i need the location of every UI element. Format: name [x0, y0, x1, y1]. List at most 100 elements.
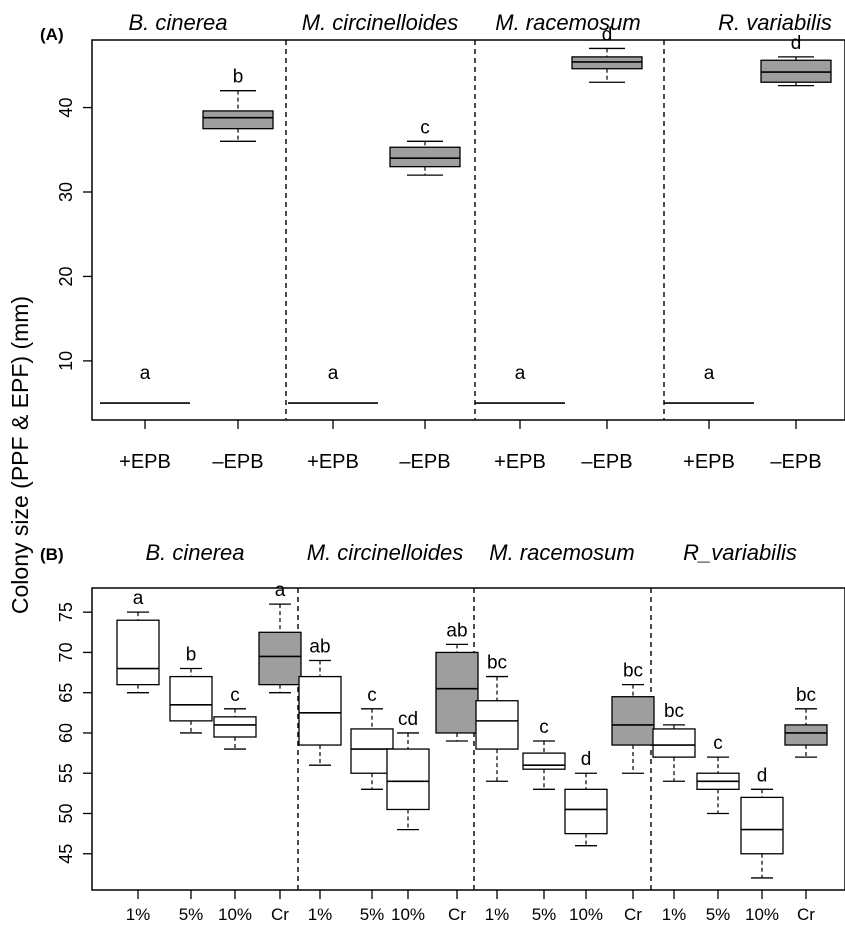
iqr-box — [258, 631, 302, 686]
box-a-m-racemosum-epb: a — [475, 363, 565, 404]
iqr-box — [116, 619, 160, 686]
significance-letter: ab — [446, 620, 467, 641]
iqr-box — [611, 696, 655, 746]
significance-letter: cd — [398, 709, 418, 730]
plot-frame-b — [91, 587, 845, 891]
panel-label-b: (B) — [40, 545, 64, 564]
panel-a: (A) 10 20 30 40 B. cinerea M. circinelloides M.… — [40, 10, 845, 473]
panel-b: (B) 45 50 55 60 65 70 75 B. cinerea M. circinello… — [40, 540, 845, 924]
box-b-b-cinerea-cr: a — [258, 580, 302, 694]
iqr-box — [169, 675, 213, 722]
significance-letter: d — [757, 765, 768, 786]
box-b-m-circinelloides-10: cd — [386, 709, 430, 831]
x-tick-label-b-1-2: 10% — [391, 905, 425, 924]
y-tick-label-b-55: 55 — [56, 763, 76, 783]
box-b-r-variabilis-5: c — [696, 733, 740, 815]
iqr-box — [784, 724, 828, 746]
iqr-box — [435, 651, 479, 734]
plot-frame-a — [91, 39, 845, 421]
group-title-a-m-circinelloides: M. circinelloides — [302, 10, 459, 35]
box-b-m-circinelloides-5: c — [350, 685, 394, 790]
box-a-b-cinerea-epb: b — [202, 67, 274, 142]
significance-letter: b — [233, 67, 244, 88]
x-tick-label-b-2-2: 10% — [569, 905, 603, 924]
group-title-a-r-variabilis: R. variabilis — [718, 10, 832, 35]
x-tick-label-b-3-3: Cr — [797, 905, 815, 924]
box-b-m-racemosum-1: bc — [475, 653, 519, 782]
panel-label-a: (A) — [40, 25, 64, 44]
x-tick-label-b-2-3: Cr — [624, 905, 642, 924]
iqr-box — [571, 56, 643, 70]
x-tick-label-a-0-1: –EPB — [212, 451, 263, 473]
significance-letter: bc — [623, 661, 643, 682]
significance-letter: c — [713, 733, 723, 754]
box-b-b-cinerea-10: c — [213, 685, 257, 750]
iqr-box — [564, 788, 608, 835]
x-tick-label-a-1-0: +EPB — [307, 451, 359, 473]
x-tick-label-a-2-1: –EPB — [581, 451, 632, 473]
box-a-r-variabilis-epb: d — [760, 33, 832, 87]
box-b-m-circinelloides-1: ab — [298, 636, 342, 766]
x-tick-label-b-0-0: 1% — [126, 905, 151, 924]
significance-letter: d — [602, 24, 613, 45]
x-tick-label-b-3-1: 5% — [706, 905, 731, 924]
box-b-r-variabilis-cr: bc — [784, 685, 828, 758]
x-tick-label-b-2-0: 1% — [485, 905, 510, 924]
significance-letter: bc — [487, 653, 507, 674]
significance-letter: c — [539, 717, 549, 738]
significance-letter: d — [581, 749, 592, 770]
x-tick-label-a-2-0: +EPB — [494, 451, 546, 473]
y-tick-label-a-20: 20 — [56, 266, 76, 286]
group-title-b-b-cinerea: B. cinerea — [145, 540, 244, 565]
group-title-a-m-racemosum: M. racemosum — [495, 10, 640, 35]
box-b-m-racemosum-5: c — [522, 717, 566, 790]
iqr-box — [202, 110, 274, 130]
x-tick-label-b-2-1: 5% — [532, 905, 557, 924]
box-b-m-racemosum-10: d — [564, 749, 608, 847]
x-tick-label-a-3-0: +EPB — [683, 451, 735, 473]
x-tick-label-a-1-1: –EPB — [399, 451, 450, 473]
box-a-m-circinelloides-epb: a — [288, 363, 378, 404]
box-a-m-circinelloides-epb: c — [389, 117, 461, 176]
group-title-b-m-racemosum: M. racemosum — [489, 540, 634, 565]
iqr-box — [386, 748, 430, 811]
box-a-m-racemosum-epb: d — [571, 24, 643, 83]
significance-letter: a — [140, 363, 151, 384]
box-a-r-variabilis-epb: a — [664, 363, 754, 404]
x-tick-label-a-0-0: +EPB — [119, 451, 171, 473]
x-tick-label-b-3-0: 1% — [662, 905, 687, 924]
significance-letter: a — [275, 580, 286, 601]
iqr-box — [350, 728, 394, 774]
x-tick-label-b-0-2: 10% — [218, 905, 252, 924]
y-tick-label-b-70: 70 — [56, 642, 76, 662]
iqr-box — [389, 146, 461, 168]
y-tick-label-b-50: 50 — [56, 803, 76, 823]
significance-letter: a — [133, 588, 144, 609]
y-tick-label-b-45: 45 — [56, 844, 76, 864]
y-tick-label-b-60: 60 — [56, 723, 76, 743]
group-title-b-m-circinelloides: M. circinelloides — [307, 540, 464, 565]
y-tick-label-b-75: 75 — [56, 602, 76, 622]
significance-letter: c — [420, 117, 430, 138]
y-axis-label: Colony size (PPF & EPF) (mm) — [7, 296, 33, 614]
x-tick-label-b-1-3: Cr — [448, 905, 466, 924]
significance-letter: bc — [796, 685, 816, 706]
significance-letter: c — [230, 685, 240, 706]
iqr-box — [740, 796, 784, 855]
x-tick-label-b-1-1: 5% — [360, 905, 385, 924]
iqr-box — [213, 716, 257, 738]
y-tick-label-b-65: 65 — [56, 683, 76, 703]
significance-letter: b — [186, 645, 197, 666]
iqr-box — [298, 675, 342, 746]
box-b-b-cinerea-5: b — [169, 645, 213, 734]
iqr-box — [522, 752, 566, 770]
iqr-box — [652, 728, 696, 758]
box-b-m-racemosum-cr: bc — [611, 661, 655, 774]
significance-letter: d — [791, 33, 802, 54]
y-tick-label-a-30: 30 — [56, 182, 76, 202]
box-b-m-circinelloides-cr: ab — [435, 620, 479, 742]
x-tick-label-b-1-0: 1% — [308, 905, 333, 924]
box-b-b-cinerea-1: a — [116, 588, 160, 694]
significance-letter: ab — [309, 636, 330, 657]
